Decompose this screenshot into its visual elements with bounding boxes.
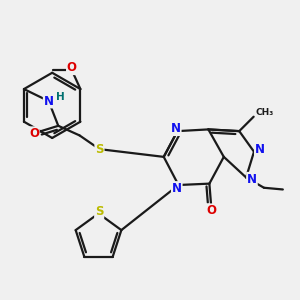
Text: N: N [247, 173, 257, 186]
Text: N: N [172, 182, 182, 195]
Text: S: S [95, 205, 103, 218]
Text: H: H [56, 92, 65, 102]
Text: N: N [255, 143, 265, 157]
Text: N: N [171, 122, 181, 135]
Text: S: S [95, 142, 104, 156]
Text: N: N [44, 94, 54, 108]
Text: O: O [67, 61, 77, 74]
Text: O: O [207, 204, 217, 217]
Text: O: O [29, 127, 39, 140]
Text: CH₃: CH₃ [255, 108, 274, 117]
